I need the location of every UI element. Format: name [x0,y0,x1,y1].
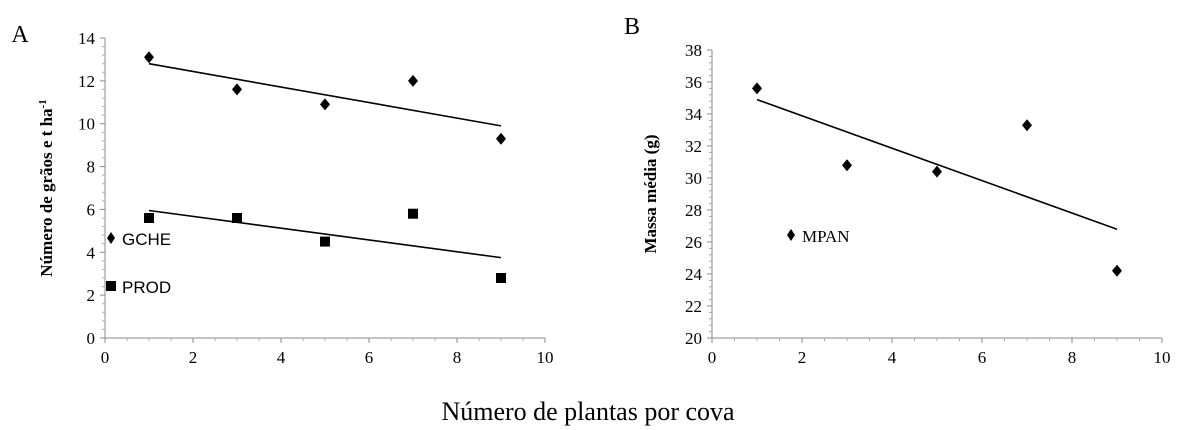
x-tick-label: 8 [453,348,462,367]
shared-x-axis-label: Número de plantas por cova [441,397,735,426]
trendline-mpan [756,98,1118,230]
data-point-prod [144,213,154,223]
y-axis-label: Número de grãos e t ha-1 [37,99,56,276]
x-tick-label: 6 [365,348,374,367]
data-point-prod [408,208,418,219]
trendline-prod [148,209,502,259]
data-point-gche [408,74,418,87]
data-point-mpan [1022,119,1032,132]
data-point-mpan [752,82,762,95]
data-point-gche [144,51,154,64]
y-axis-label-superscript: -1 [37,99,49,108]
y-tick-label: 2 [87,286,96,305]
data-point-mpan [1112,264,1122,277]
y-tick-label: 26 [685,233,702,252]
y-tick-label: 28 [685,201,702,220]
y-tick-label: 12 [78,72,95,91]
x-tick-label: 4 [277,348,286,367]
y-tick-label: 10 [78,115,95,134]
data-point-gche [320,98,330,111]
y-tick-label: 22 [685,297,702,316]
x-tick-label: 4 [888,348,897,367]
x-tick-label: 0 [101,348,110,367]
data-point-mpan [932,165,942,178]
panel-label: A [11,22,29,48]
y-tick-label: 38 [685,41,702,60]
legend-label-prod: PROD [122,278,171,297]
y-tick-label: 24 [685,265,703,284]
y-tick-label: 32 [685,137,702,156]
y-tick-label: 20 [685,329,702,348]
x-tick-label: 0 [708,348,717,367]
trendline-gche [148,62,502,127]
y-tick-label: 30 [685,169,702,188]
y-tick-label: 6 [87,200,96,219]
panel-a: A 0 2 4 6 8 10 12 14 0 2 4 6 8 10 Número de grãos e t h… [11,22,553,367]
data-point-mpan [842,159,852,172]
legend-marker-mpan [787,229,795,241]
y-tick-label: 0 [87,329,96,348]
data-point-gche [496,132,506,145]
y-axis-label: Massa média (g) [641,135,660,254]
legend-label-gche: GCHE [122,230,171,249]
legend-label-mpan: MPAN [802,227,850,246]
x-tick-label: 10 [537,348,554,367]
legend-marker-prod [106,281,116,291]
x-tick-label: 2 [189,348,198,367]
y-tick-label: 36 [685,73,702,92]
x-tick-label: 10 [1154,348,1171,367]
x-tick-label: 6 [978,348,987,367]
data-point-prod [496,273,506,283]
y-tick-label: 4 [87,243,96,262]
legend-marker-gche [107,232,115,244]
x-tick-label: 8 [1068,348,1077,367]
x-tick-label: 2 [798,348,807,367]
y-tick-label: 34 [685,105,703,124]
y-tick-label: 8 [87,158,96,177]
data-point-gche [232,83,242,96]
data-point-prod [320,236,330,247]
y-tick-label: 14 [78,29,96,48]
data-point-prod [232,213,242,223]
panel-label: B [624,14,640,40]
